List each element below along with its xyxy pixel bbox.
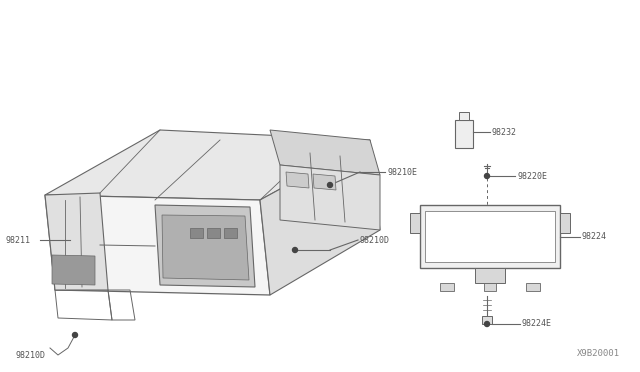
Polygon shape	[270, 130, 380, 175]
Polygon shape	[280, 165, 380, 230]
FancyBboxPatch shape	[459, 112, 469, 120]
Text: 98224E: 98224E	[522, 320, 552, 328]
FancyBboxPatch shape	[440, 283, 454, 291]
FancyBboxPatch shape	[475, 268, 505, 283]
Circle shape	[328, 183, 333, 187]
FancyBboxPatch shape	[410, 213, 420, 233]
Polygon shape	[286, 172, 309, 188]
Text: 98210E: 98210E	[387, 167, 417, 176]
Circle shape	[484, 173, 490, 179]
Polygon shape	[313, 174, 336, 190]
Polygon shape	[224, 228, 237, 238]
FancyBboxPatch shape	[455, 120, 473, 148]
FancyBboxPatch shape	[560, 213, 570, 233]
Text: 98211: 98211	[5, 235, 30, 244]
Text: 98224: 98224	[582, 232, 607, 241]
Circle shape	[292, 247, 298, 253]
Polygon shape	[207, 228, 220, 238]
FancyBboxPatch shape	[420, 205, 560, 268]
Polygon shape	[190, 228, 203, 238]
Circle shape	[484, 321, 490, 327]
Polygon shape	[45, 193, 108, 290]
FancyBboxPatch shape	[482, 316, 492, 324]
Text: 98210D: 98210D	[15, 352, 45, 360]
Text: X9B20001: X9B20001	[577, 349, 620, 358]
FancyBboxPatch shape	[484, 283, 496, 291]
Polygon shape	[162, 215, 249, 280]
Text: 98220E: 98220E	[517, 171, 547, 180]
Polygon shape	[45, 195, 270, 295]
Circle shape	[72, 333, 77, 337]
Polygon shape	[260, 140, 380, 295]
Polygon shape	[155, 205, 255, 287]
FancyBboxPatch shape	[526, 283, 540, 291]
Text: 98210D: 98210D	[360, 235, 390, 244]
FancyBboxPatch shape	[425, 211, 555, 262]
Text: 98232: 98232	[492, 128, 517, 137]
Polygon shape	[52, 255, 95, 285]
Polygon shape	[45, 130, 370, 200]
